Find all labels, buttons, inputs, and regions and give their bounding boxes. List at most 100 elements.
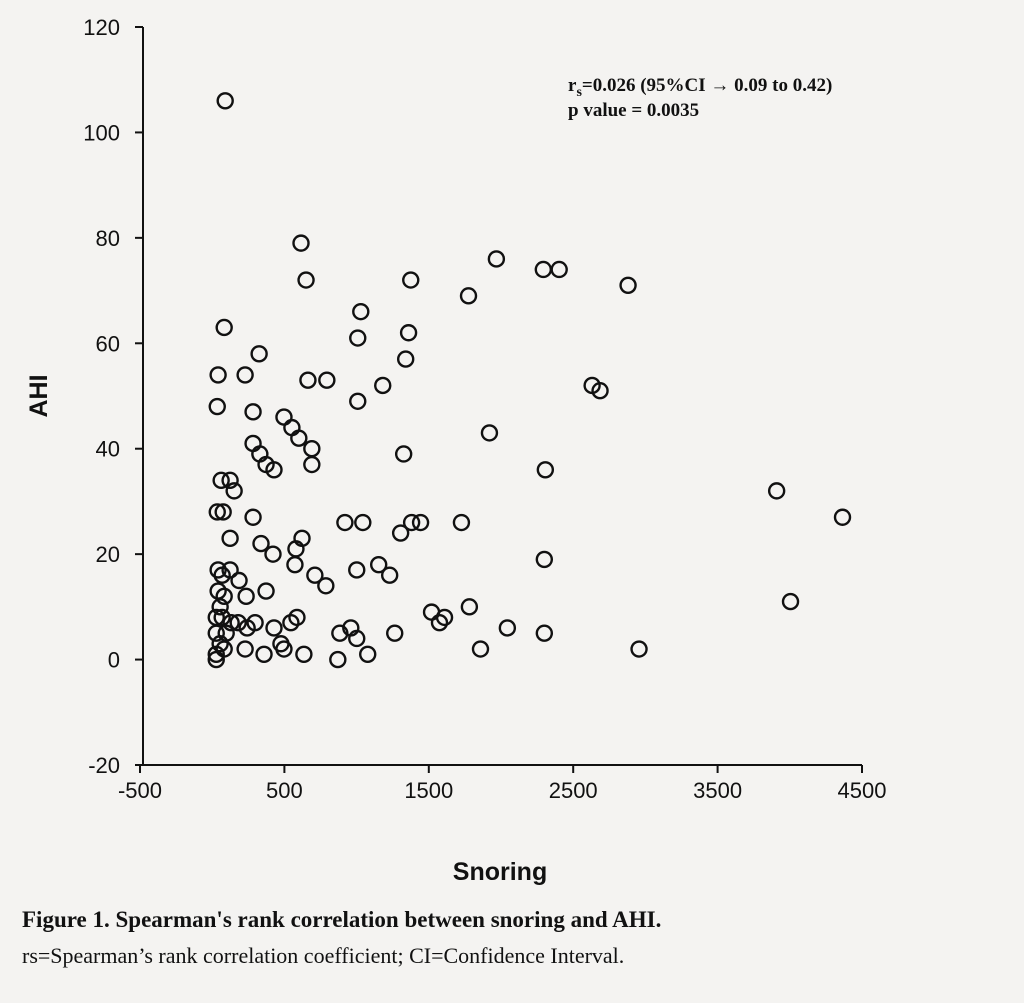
data-point bbox=[299, 371, 317, 389]
data-point bbox=[293, 529, 311, 548]
y-tick-label: 100 bbox=[83, 120, 120, 145]
x-tick-label: -500 bbox=[118, 778, 162, 803]
data-point bbox=[396, 350, 415, 368]
y-ticks: 120 100 80 60 40 20 0 -20 bbox=[83, 15, 143, 778]
data-point bbox=[487, 250, 506, 268]
data-point bbox=[348, 629, 366, 648]
data-point bbox=[480, 424, 499, 442]
data-points bbox=[207, 92, 852, 669]
data-point bbox=[214, 503, 232, 521]
data-point bbox=[306, 566, 324, 584]
data-point bbox=[207, 624, 225, 642]
data-point bbox=[534, 260, 553, 279]
x-tick-label: 2500 bbox=[549, 778, 598, 803]
data-point bbox=[286, 555, 304, 574]
data-point bbox=[215, 640, 233, 658]
data-point bbox=[244, 403, 262, 421]
stats-annotation-line1: rs=0.026 (95%CI → 0.09 to 0.42) bbox=[568, 75, 832, 100]
stats-annotation-line2: p value = 0.0035 bbox=[568, 100, 699, 121]
data-point bbox=[221, 561, 239, 579]
y-tick-label: 0 bbox=[108, 648, 120, 673]
data-point bbox=[619, 276, 637, 294]
data-point bbox=[460, 598, 479, 616]
y-tick-label: 120 bbox=[83, 15, 120, 40]
y-tick-label: 60 bbox=[96, 331, 120, 356]
data-point bbox=[354, 513, 372, 532]
data-point bbox=[211, 635, 229, 653]
data-point bbox=[535, 624, 554, 642]
data-point bbox=[349, 392, 367, 410]
data-point bbox=[250, 345, 268, 363]
data-point bbox=[211, 598, 229, 616]
data-point bbox=[292, 234, 310, 252]
data-point bbox=[386, 624, 404, 642]
data-point bbox=[265, 619, 283, 637]
data-point bbox=[283, 418, 301, 437]
figure-caption-note: rs=Spearman’s rank correlation coefficie… bbox=[22, 943, 625, 968]
y-axis-title: AHI bbox=[25, 374, 53, 417]
data-point bbox=[459, 287, 478, 305]
data-point bbox=[430, 613, 449, 632]
data-point bbox=[391, 524, 410, 542]
data-point bbox=[288, 608, 306, 627]
data-point bbox=[471, 640, 490, 658]
y-tick-label: 80 bbox=[96, 226, 120, 251]
data-point bbox=[216, 92, 234, 110]
y-tick-label: -20 bbox=[88, 753, 120, 778]
data-point bbox=[208, 503, 226, 521]
data-point bbox=[536, 461, 555, 479]
data-point bbox=[318, 371, 336, 389]
data-point bbox=[380, 566, 399, 584]
data-point bbox=[535, 550, 554, 569]
data-point bbox=[255, 645, 273, 663]
scatter-chart: 120 100 80 60 40 20 0 -20 -500 500 1500 2500 3500 45… bbox=[25, 15, 887, 886]
data-point bbox=[402, 513, 421, 532]
data-point bbox=[290, 429, 308, 447]
data-point bbox=[252, 534, 270, 553]
data-point bbox=[265, 461, 283, 479]
data-point bbox=[317, 577, 335, 595]
data-point bbox=[221, 471, 239, 490]
data-point bbox=[221, 529, 239, 548]
data-point bbox=[213, 608, 231, 627]
data-point bbox=[229, 613, 247, 632]
x-tick-label: 4500 bbox=[838, 778, 887, 803]
data-point bbox=[275, 640, 293, 658]
data-point bbox=[246, 613, 264, 632]
data-point bbox=[336, 513, 354, 532]
data-point bbox=[303, 455, 321, 474]
data-point bbox=[498, 619, 517, 637]
data-point bbox=[295, 645, 313, 663]
data-point bbox=[399, 324, 418, 342]
data-point bbox=[244, 508, 262, 526]
data-point bbox=[275, 408, 293, 426]
figure-caption-title: Figure 1. Spearman's rank correlation be… bbox=[22, 907, 662, 932]
data-point bbox=[264, 545, 282, 563]
data-point bbox=[303, 440, 321, 458]
y-tick-label: 20 bbox=[96, 542, 120, 567]
data-point bbox=[394, 445, 413, 463]
data-point bbox=[550, 260, 568, 279]
data-point bbox=[833, 508, 852, 526]
x-ticks: -500 500 1500 2500 3500 4500 bbox=[118, 765, 887, 803]
data-point bbox=[402, 271, 420, 289]
x-tick-label: 500 bbox=[266, 778, 303, 803]
data-point bbox=[374, 376, 392, 395]
data-point bbox=[329, 650, 347, 669]
data-point bbox=[212, 471, 230, 490]
data-point bbox=[349, 329, 367, 347]
data-point bbox=[208, 397, 226, 416]
data-point bbox=[767, 482, 786, 500]
x-tick-label: 1500 bbox=[404, 778, 453, 803]
data-point bbox=[359, 645, 377, 663]
data-point bbox=[215, 318, 233, 337]
data-point bbox=[630, 640, 648, 658]
axes bbox=[142, 27, 862, 766]
data-point bbox=[209, 561, 227, 579]
data-point bbox=[591, 382, 609, 400]
data-point bbox=[209, 366, 227, 384]
data-point bbox=[781, 592, 800, 611]
data-point bbox=[257, 582, 275, 600]
data-point bbox=[215, 587, 233, 606]
data-point bbox=[230, 571, 248, 590]
